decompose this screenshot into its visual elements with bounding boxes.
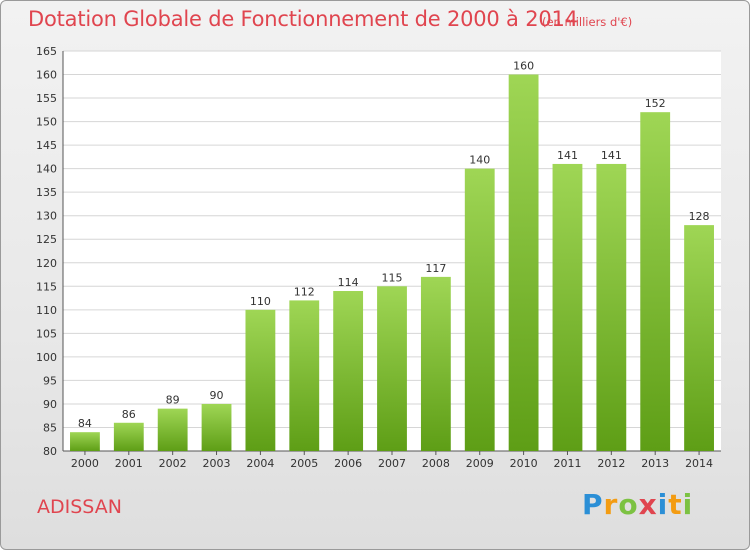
x-tick-label: 2007: [378, 457, 406, 470]
value-label-2013: 152: [645, 97, 666, 110]
labels: 80 85 90 95 100 105 110 115 120 125 130 135 140 145 15…: [36, 45, 713, 470]
y-tick-label: 145: [36, 139, 57, 152]
bar-2013: [640, 112, 671, 452]
value-label-2003: 90: [210, 389, 224, 402]
logo-letter: o: [618, 488, 639, 521]
value-label-2008: 117: [425, 262, 446, 275]
value-label-2002: 89: [166, 394, 180, 407]
x-tick-label: 2004: [246, 457, 274, 470]
bar-2010: [508, 74, 539, 451]
x-tick-label: 2009: [466, 457, 494, 470]
value-label-2014: 128: [689, 210, 710, 223]
x-tick-label: 2005: [290, 457, 318, 470]
x-tick-label: 2011: [553, 457, 581, 470]
y-tick-label: 120: [36, 257, 57, 270]
chart-subtitle: (en milliers d'€): [542, 15, 633, 29]
value-label-2000: 84: [78, 417, 92, 430]
y-tick-label: 155: [36, 92, 57, 105]
y-tick-label: 110: [36, 304, 57, 317]
proxiti-logo: Proxiti: [582, 488, 693, 521]
x-tick-label: 2012: [597, 457, 625, 470]
x-tick-label: 2006: [334, 457, 362, 470]
x-tick-label: 2008: [422, 457, 450, 470]
value-label-2011: 141: [557, 149, 578, 162]
bar-2004: [245, 309, 276, 451]
logo-letter: x: [638, 488, 658, 521]
value-label-2009: 140: [469, 154, 490, 167]
chart-title: Dotation Globale de Fonctionnement de 20…: [28, 7, 578, 31]
bar-2003: [201, 403, 232, 451]
value-label-2004: 110: [250, 295, 271, 308]
logo-letter: r: [603, 488, 619, 521]
value-label-2007: 115: [382, 271, 403, 284]
logo-letter: i: [682, 488, 694, 521]
x-tick-label: 2013: [641, 457, 669, 470]
y-tick-label: 90: [43, 398, 57, 411]
bar-2014: [684, 225, 714, 451]
bar-2006: [333, 291, 364, 451]
y-tick-label: 85: [43, 421, 57, 434]
bar-2001: [113, 422, 144, 451]
y-tick-label: 160: [36, 69, 57, 82]
y-tick-label: 80: [43, 445, 57, 458]
bar-2007: [377, 286, 407, 451]
bars: [70, 74, 714, 452]
y-tick-label: 150: [36, 116, 57, 129]
bar-2008: [420, 276, 451, 451]
x-tick-label: 2003: [203, 457, 231, 470]
y-tick-label: 125: [36, 233, 57, 246]
x-tick-label: 2001: [115, 457, 143, 470]
y-tick-label: 165: [36, 45, 57, 58]
logo-letter: i: [657, 488, 669, 521]
y-tick-label: 105: [36, 327, 57, 340]
commune-name: ADISSAN: [37, 496, 122, 518]
x-tick-label: 2002: [159, 457, 187, 470]
value-label-2012: 141: [601, 149, 622, 162]
logo-letter: P: [582, 488, 604, 521]
bar-2009: [464, 168, 495, 451]
value-label-2006: 114: [338, 276, 359, 289]
y-tick-label: 95: [43, 374, 57, 387]
bar-2000: [70, 432, 100, 451]
value-label-2010: 160: [513, 60, 534, 73]
y-tick-label: 140: [36, 163, 57, 176]
bar-2011: [552, 163, 583, 452]
bar-2012: [596, 163, 627, 452]
x-tick-label: 2014: [685, 457, 713, 470]
y-tick-label: 135: [36, 186, 57, 199]
bar-2005: [289, 300, 320, 451]
x-tick-label: 2000: [71, 457, 99, 470]
logo-letter: t: [668, 488, 683, 521]
value-label-2005: 112: [294, 285, 315, 298]
x-tick-label: 2010: [510, 457, 538, 470]
y-tick-label: 100: [36, 351, 57, 364]
y-tick-label: 115: [36, 280, 57, 293]
y-tick-label: 130: [36, 210, 57, 223]
value-label-2001: 86: [122, 408, 136, 421]
bar-2002: [157, 408, 188, 451]
